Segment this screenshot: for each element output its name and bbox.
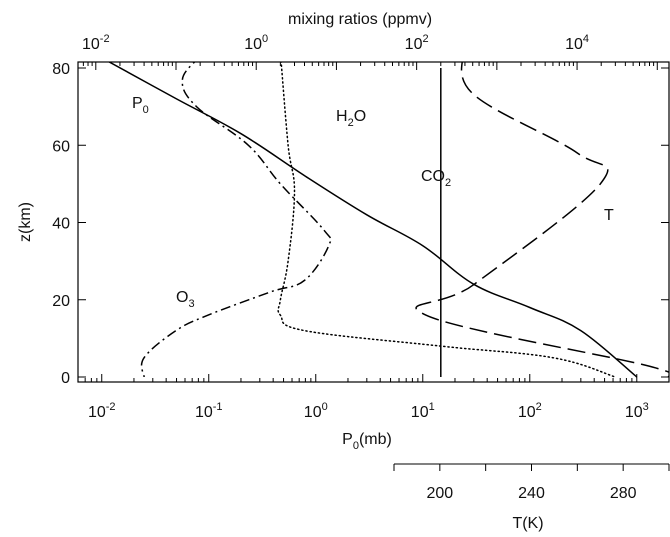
series-layer [107,62,669,378]
label-o3-sub: 3 [188,298,194,310]
label-co2: CO2 [421,168,451,189]
top-tick-label-base: 10 [244,36,262,53]
label-p0-sub: 0 [143,104,149,116]
bottom-axis-title-unit: (mb) [359,431,392,448]
x-tick-label: 101 [411,401,435,421]
x-tick-label-exp: 3 [643,401,649,413]
x-tick-label: 103 [625,401,649,421]
y-tick-label: 0 [61,370,70,387]
temperature-axis-title: T(K) [512,515,543,532]
series-line-h2o [277,62,617,378]
top-tick-label-exp: 2 [422,33,428,45]
x-tick-label-exp: -2 [106,401,116,413]
label-h2o-main: H [336,108,348,125]
label-h2o-suffix: O [354,108,366,125]
x-tick-label: 10-1 [195,401,223,421]
series-line-p0 [107,62,638,378]
label-t: T [604,207,614,224]
y-axis-title: z(km) [17,202,34,242]
label-p0: P0 [132,95,149,116]
x-tick-label-base: 10 [304,404,322,421]
label-co2-main: CO [421,168,445,185]
top-tick-label-exp: 4 [583,33,589,45]
bottom-axis-title-sub: 0 [353,440,359,452]
y-tick-label: 20 [52,293,70,310]
top-tick-label-base: 10 [405,36,423,53]
x-tick-label-base: 10 [88,404,106,421]
y-tick-label: 60 [52,138,70,155]
top-tick-label-exp: -2 [100,33,110,45]
label-p0-main: P [132,95,143,112]
label-o3: O3 [176,289,195,310]
temperature-tick-label: 200 [426,485,453,502]
x-tick-label-exp: -1 [213,401,223,413]
y-tick-label: 40 [52,216,70,233]
mixing-ratio-axis: 10-2 100 102 104 [77,33,658,70]
x-tick-label-base: 10 [411,404,429,421]
x-tick-label-exp: 2 [536,401,542,413]
x-tick-label-exp: 0 [322,401,328,413]
label-co2-sub: 2 [445,177,451,189]
x-tick-label: 102 [518,401,542,421]
top-axis-title: mixing ratios (ppmv) [288,11,432,28]
x-tick-label-base: 10 [625,404,643,421]
plot-frame [77,61,670,383]
series-line-t [415,62,669,378]
bottom-axis-title: P0(mb) [342,431,392,452]
pressure-axis: 10-2 10-1 100 101 102 103 [77,374,670,421]
x-tick-label: 100 [304,401,328,421]
label-h2o: H2O [336,108,366,129]
temperature-axis: 200 240 280 [393,463,670,502]
label-h2o-sub: 2 [348,117,354,129]
x-tick-label: 10-2 [88,401,116,421]
series-line-o3 [140,62,332,378]
y-tick-label: 80 [52,61,70,78]
top-tick-label: 102 [405,33,429,53]
x-tick-label-base: 10 [195,404,213,421]
x-tick-label-exp: 1 [429,401,435,413]
top-tick-label: 104 [565,33,589,53]
temperature-tick-label: 240 [518,485,545,502]
temperature-tick-label: 280 [610,485,637,502]
label-o3-main: O [176,289,188,306]
top-tick-label: 100 [244,33,268,53]
top-tick-label-exp: 0 [262,33,268,45]
top-tick-label-base: 10 [565,36,583,53]
x-tick-label-base: 10 [518,404,536,421]
top-tick-label: 10-2 [82,33,110,53]
top-tick-label-base: 10 [82,36,100,53]
bottom-axis-title-main: P [342,431,353,448]
